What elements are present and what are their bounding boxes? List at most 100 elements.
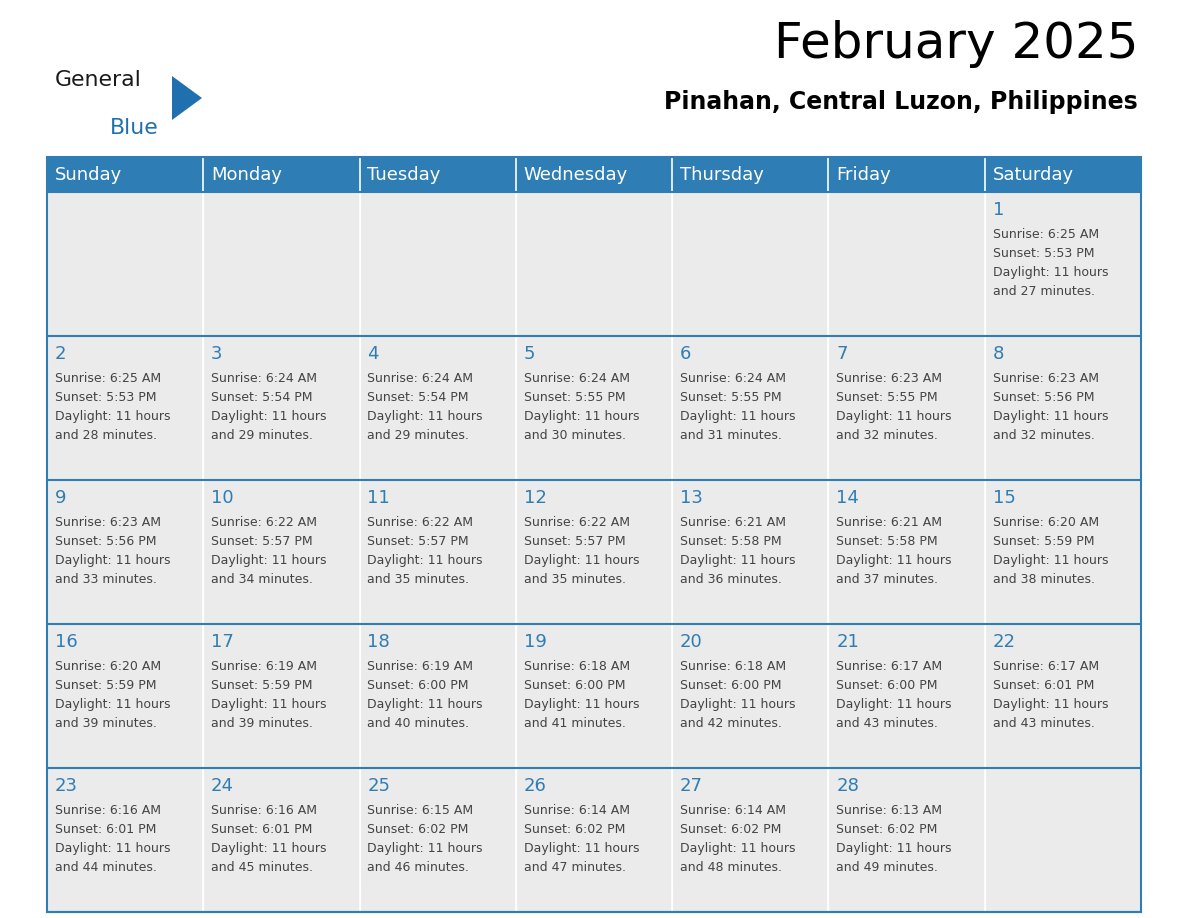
Text: Blue: Blue xyxy=(110,118,159,138)
Bar xyxy=(360,157,516,192)
Text: 12: 12 xyxy=(524,488,546,507)
Bar xyxy=(828,157,985,192)
Text: Sunrise: 6:14 AM
Sunset: 6:02 PM
Daylight: 11 hours
and 47 minutes.: Sunrise: 6:14 AM Sunset: 6:02 PM Dayligh… xyxy=(524,804,639,874)
Text: Sunrise: 6:19 AM
Sunset: 6:00 PM
Daylight: 11 hours
and 40 minutes.: Sunrise: 6:19 AM Sunset: 6:00 PM Dayligh… xyxy=(367,660,482,730)
Bar xyxy=(828,336,985,480)
Text: 19: 19 xyxy=(524,633,546,651)
Text: 11: 11 xyxy=(367,488,390,507)
Bar xyxy=(360,192,516,336)
Bar xyxy=(516,157,672,192)
Bar xyxy=(672,336,828,480)
Bar xyxy=(985,336,1140,480)
Text: Sunrise: 6:24 AM
Sunset: 5:55 PM
Daylight: 11 hours
and 30 minutes.: Sunrise: 6:24 AM Sunset: 5:55 PM Dayligh… xyxy=(524,372,639,442)
Text: Sunrise: 6:24 AM
Sunset: 5:54 PM
Daylight: 11 hours
and 29 minutes.: Sunrise: 6:24 AM Sunset: 5:54 PM Dayligh… xyxy=(367,372,482,442)
Bar xyxy=(516,624,672,768)
Bar xyxy=(48,336,203,480)
Text: Friday: Friday xyxy=(836,165,891,184)
Bar xyxy=(828,624,985,768)
Bar xyxy=(203,624,360,768)
Text: 3: 3 xyxy=(211,344,222,363)
Text: Sunrise: 6:23 AM
Sunset: 5:56 PM
Daylight: 11 hours
and 32 minutes.: Sunrise: 6:23 AM Sunset: 5:56 PM Dayligh… xyxy=(992,372,1108,442)
Text: 1: 1 xyxy=(992,201,1004,218)
Text: Sunrise: 6:20 AM
Sunset: 5:59 PM
Daylight: 11 hours
and 38 minutes.: Sunrise: 6:20 AM Sunset: 5:59 PM Dayligh… xyxy=(992,516,1108,586)
Text: 6: 6 xyxy=(680,344,691,363)
Bar xyxy=(985,624,1140,768)
Bar xyxy=(360,624,516,768)
Bar xyxy=(48,157,203,192)
Text: Sunrise: 6:23 AM
Sunset: 5:55 PM
Daylight: 11 hours
and 32 minutes.: Sunrise: 6:23 AM Sunset: 5:55 PM Dayligh… xyxy=(836,372,952,442)
Bar xyxy=(985,192,1140,336)
Text: Saturday: Saturday xyxy=(992,165,1074,184)
Text: Pinahan, Central Luzon, Philippines: Pinahan, Central Luzon, Philippines xyxy=(664,90,1138,114)
Text: Wednesday: Wednesday xyxy=(524,165,628,184)
Text: 5: 5 xyxy=(524,344,535,363)
Text: 26: 26 xyxy=(524,777,546,795)
Bar xyxy=(516,480,672,624)
Text: Sunrise: 6:20 AM
Sunset: 5:59 PM
Daylight: 11 hours
and 39 minutes.: Sunrise: 6:20 AM Sunset: 5:59 PM Dayligh… xyxy=(55,660,170,730)
Text: Sunrise: 6:17 AM
Sunset: 6:01 PM
Daylight: 11 hours
and 43 minutes.: Sunrise: 6:17 AM Sunset: 6:01 PM Dayligh… xyxy=(992,660,1108,730)
Bar xyxy=(516,336,672,480)
Bar xyxy=(203,336,360,480)
Bar xyxy=(672,768,828,912)
Text: Monday: Monday xyxy=(211,165,282,184)
Bar xyxy=(360,336,516,480)
Text: Sunrise: 6:24 AM
Sunset: 5:55 PM
Daylight: 11 hours
and 31 minutes.: Sunrise: 6:24 AM Sunset: 5:55 PM Dayligh… xyxy=(680,372,796,442)
Text: Sunrise: 6:22 AM
Sunset: 5:57 PM
Daylight: 11 hours
and 34 minutes.: Sunrise: 6:22 AM Sunset: 5:57 PM Dayligh… xyxy=(211,516,327,586)
Bar xyxy=(985,480,1140,624)
Text: 20: 20 xyxy=(680,633,703,651)
Text: Sunrise: 6:21 AM
Sunset: 5:58 PM
Daylight: 11 hours
and 37 minutes.: Sunrise: 6:21 AM Sunset: 5:58 PM Dayligh… xyxy=(836,516,952,586)
Text: Sunrise: 6:18 AM
Sunset: 6:00 PM
Daylight: 11 hours
and 42 minutes.: Sunrise: 6:18 AM Sunset: 6:00 PM Dayligh… xyxy=(680,660,796,730)
Bar xyxy=(828,480,985,624)
Bar xyxy=(672,192,828,336)
Bar xyxy=(828,192,985,336)
Text: February 2025: February 2025 xyxy=(773,20,1138,68)
Text: 10: 10 xyxy=(211,488,234,507)
Text: 9: 9 xyxy=(55,488,67,507)
Text: 25: 25 xyxy=(367,777,391,795)
Text: 15: 15 xyxy=(992,488,1016,507)
Bar xyxy=(48,480,203,624)
Text: 24: 24 xyxy=(211,777,234,795)
Bar xyxy=(516,768,672,912)
Text: 18: 18 xyxy=(367,633,390,651)
Bar xyxy=(48,192,203,336)
Bar xyxy=(203,192,360,336)
Bar xyxy=(203,768,360,912)
Text: Sunrise: 6:22 AM
Sunset: 5:57 PM
Daylight: 11 hours
and 35 minutes.: Sunrise: 6:22 AM Sunset: 5:57 PM Dayligh… xyxy=(367,516,482,586)
Text: Sunrise: 6:24 AM
Sunset: 5:54 PM
Daylight: 11 hours
and 29 minutes.: Sunrise: 6:24 AM Sunset: 5:54 PM Dayligh… xyxy=(211,372,327,442)
Text: Sunrise: 6:25 AM
Sunset: 5:53 PM
Daylight: 11 hours
and 27 minutes.: Sunrise: 6:25 AM Sunset: 5:53 PM Dayligh… xyxy=(992,228,1108,298)
Bar xyxy=(828,768,985,912)
Text: 14: 14 xyxy=(836,488,859,507)
Text: Sunrise: 6:23 AM
Sunset: 5:56 PM
Daylight: 11 hours
and 33 minutes.: Sunrise: 6:23 AM Sunset: 5:56 PM Dayligh… xyxy=(55,516,170,586)
Text: Sunrise: 6:14 AM
Sunset: 6:02 PM
Daylight: 11 hours
and 48 minutes.: Sunrise: 6:14 AM Sunset: 6:02 PM Dayligh… xyxy=(680,804,796,874)
Text: 16: 16 xyxy=(55,633,77,651)
Text: 21: 21 xyxy=(836,633,859,651)
Bar xyxy=(203,480,360,624)
Text: Sunrise: 6:16 AM
Sunset: 6:01 PM
Daylight: 11 hours
and 44 minutes.: Sunrise: 6:16 AM Sunset: 6:01 PM Dayligh… xyxy=(55,804,170,874)
Bar xyxy=(203,157,360,192)
Bar xyxy=(985,768,1140,912)
Text: Tuesday: Tuesday xyxy=(367,165,441,184)
Bar xyxy=(360,768,516,912)
Text: General: General xyxy=(55,70,141,90)
Text: 28: 28 xyxy=(836,777,859,795)
Text: Sunrise: 6:19 AM
Sunset: 5:59 PM
Daylight: 11 hours
and 39 minutes.: Sunrise: 6:19 AM Sunset: 5:59 PM Dayligh… xyxy=(211,660,327,730)
Text: Sunrise: 6:18 AM
Sunset: 6:00 PM
Daylight: 11 hours
and 41 minutes.: Sunrise: 6:18 AM Sunset: 6:00 PM Dayligh… xyxy=(524,660,639,730)
Bar xyxy=(48,624,203,768)
Text: 4: 4 xyxy=(367,344,379,363)
Text: 7: 7 xyxy=(836,344,848,363)
Text: Thursday: Thursday xyxy=(680,165,764,184)
Text: Sunrise: 6:13 AM
Sunset: 6:02 PM
Daylight: 11 hours
and 49 minutes.: Sunrise: 6:13 AM Sunset: 6:02 PM Dayligh… xyxy=(836,804,952,874)
Bar xyxy=(516,192,672,336)
Text: 2: 2 xyxy=(55,344,67,363)
Text: 22: 22 xyxy=(992,633,1016,651)
Bar xyxy=(672,624,828,768)
Bar xyxy=(985,157,1140,192)
Text: 23: 23 xyxy=(55,777,78,795)
Bar xyxy=(672,480,828,624)
Bar xyxy=(48,157,1140,912)
Text: Sunrise: 6:22 AM
Sunset: 5:57 PM
Daylight: 11 hours
and 35 minutes.: Sunrise: 6:22 AM Sunset: 5:57 PM Dayligh… xyxy=(524,516,639,586)
Text: Sunrise: 6:16 AM
Sunset: 6:01 PM
Daylight: 11 hours
and 45 minutes.: Sunrise: 6:16 AM Sunset: 6:01 PM Dayligh… xyxy=(211,804,327,874)
Text: 17: 17 xyxy=(211,633,234,651)
Text: Sunrise: 6:25 AM
Sunset: 5:53 PM
Daylight: 11 hours
and 28 minutes.: Sunrise: 6:25 AM Sunset: 5:53 PM Dayligh… xyxy=(55,372,170,442)
